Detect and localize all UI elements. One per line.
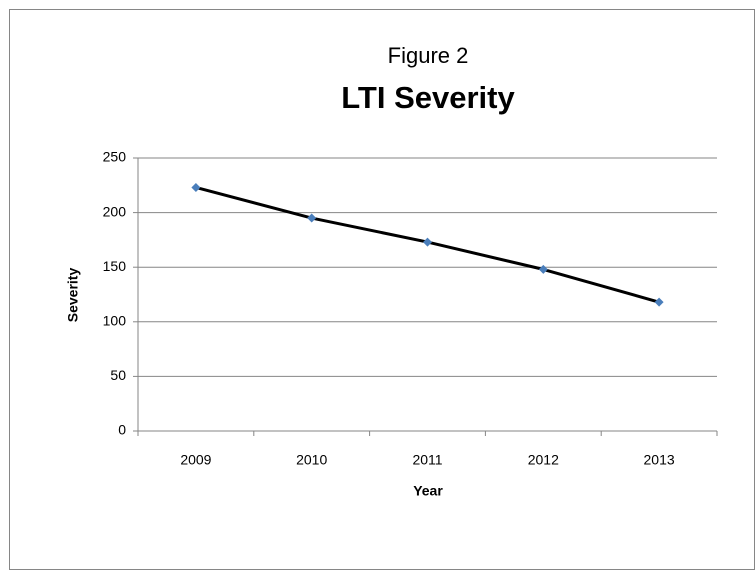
chart-title: LTI Severity: [341, 80, 515, 115]
y-tick-label: 0: [118, 422, 126, 438]
y-tick-label: 100: [103, 313, 127, 329]
data-point: [538, 264, 548, 274]
x-tick-label: 2013: [644, 452, 675, 468]
figure-label: Figure 2: [388, 43, 469, 68]
x-tick-label: 2011: [412, 452, 442, 468]
y-axis-label: Severity: [65, 268, 81, 323]
x-tick-label: 2009: [180, 452, 211, 468]
data-point: [191, 182, 201, 192]
data-point: [307, 213, 317, 223]
y-tick-label: 150: [103, 258, 127, 274]
y-tick-label: 50: [110, 367, 126, 383]
x-tick-label: 2012: [528, 452, 559, 468]
data-point: [654, 297, 664, 307]
x-axis-label: Year: [413, 483, 443, 499]
x-tick-label: 2010: [296, 452, 327, 468]
chart-border: [9, 9, 755, 570]
data-point: [423, 237, 432, 247]
y-tick-label: 250: [103, 149, 127, 165]
y-tick-label: 200: [103, 203, 127, 219]
